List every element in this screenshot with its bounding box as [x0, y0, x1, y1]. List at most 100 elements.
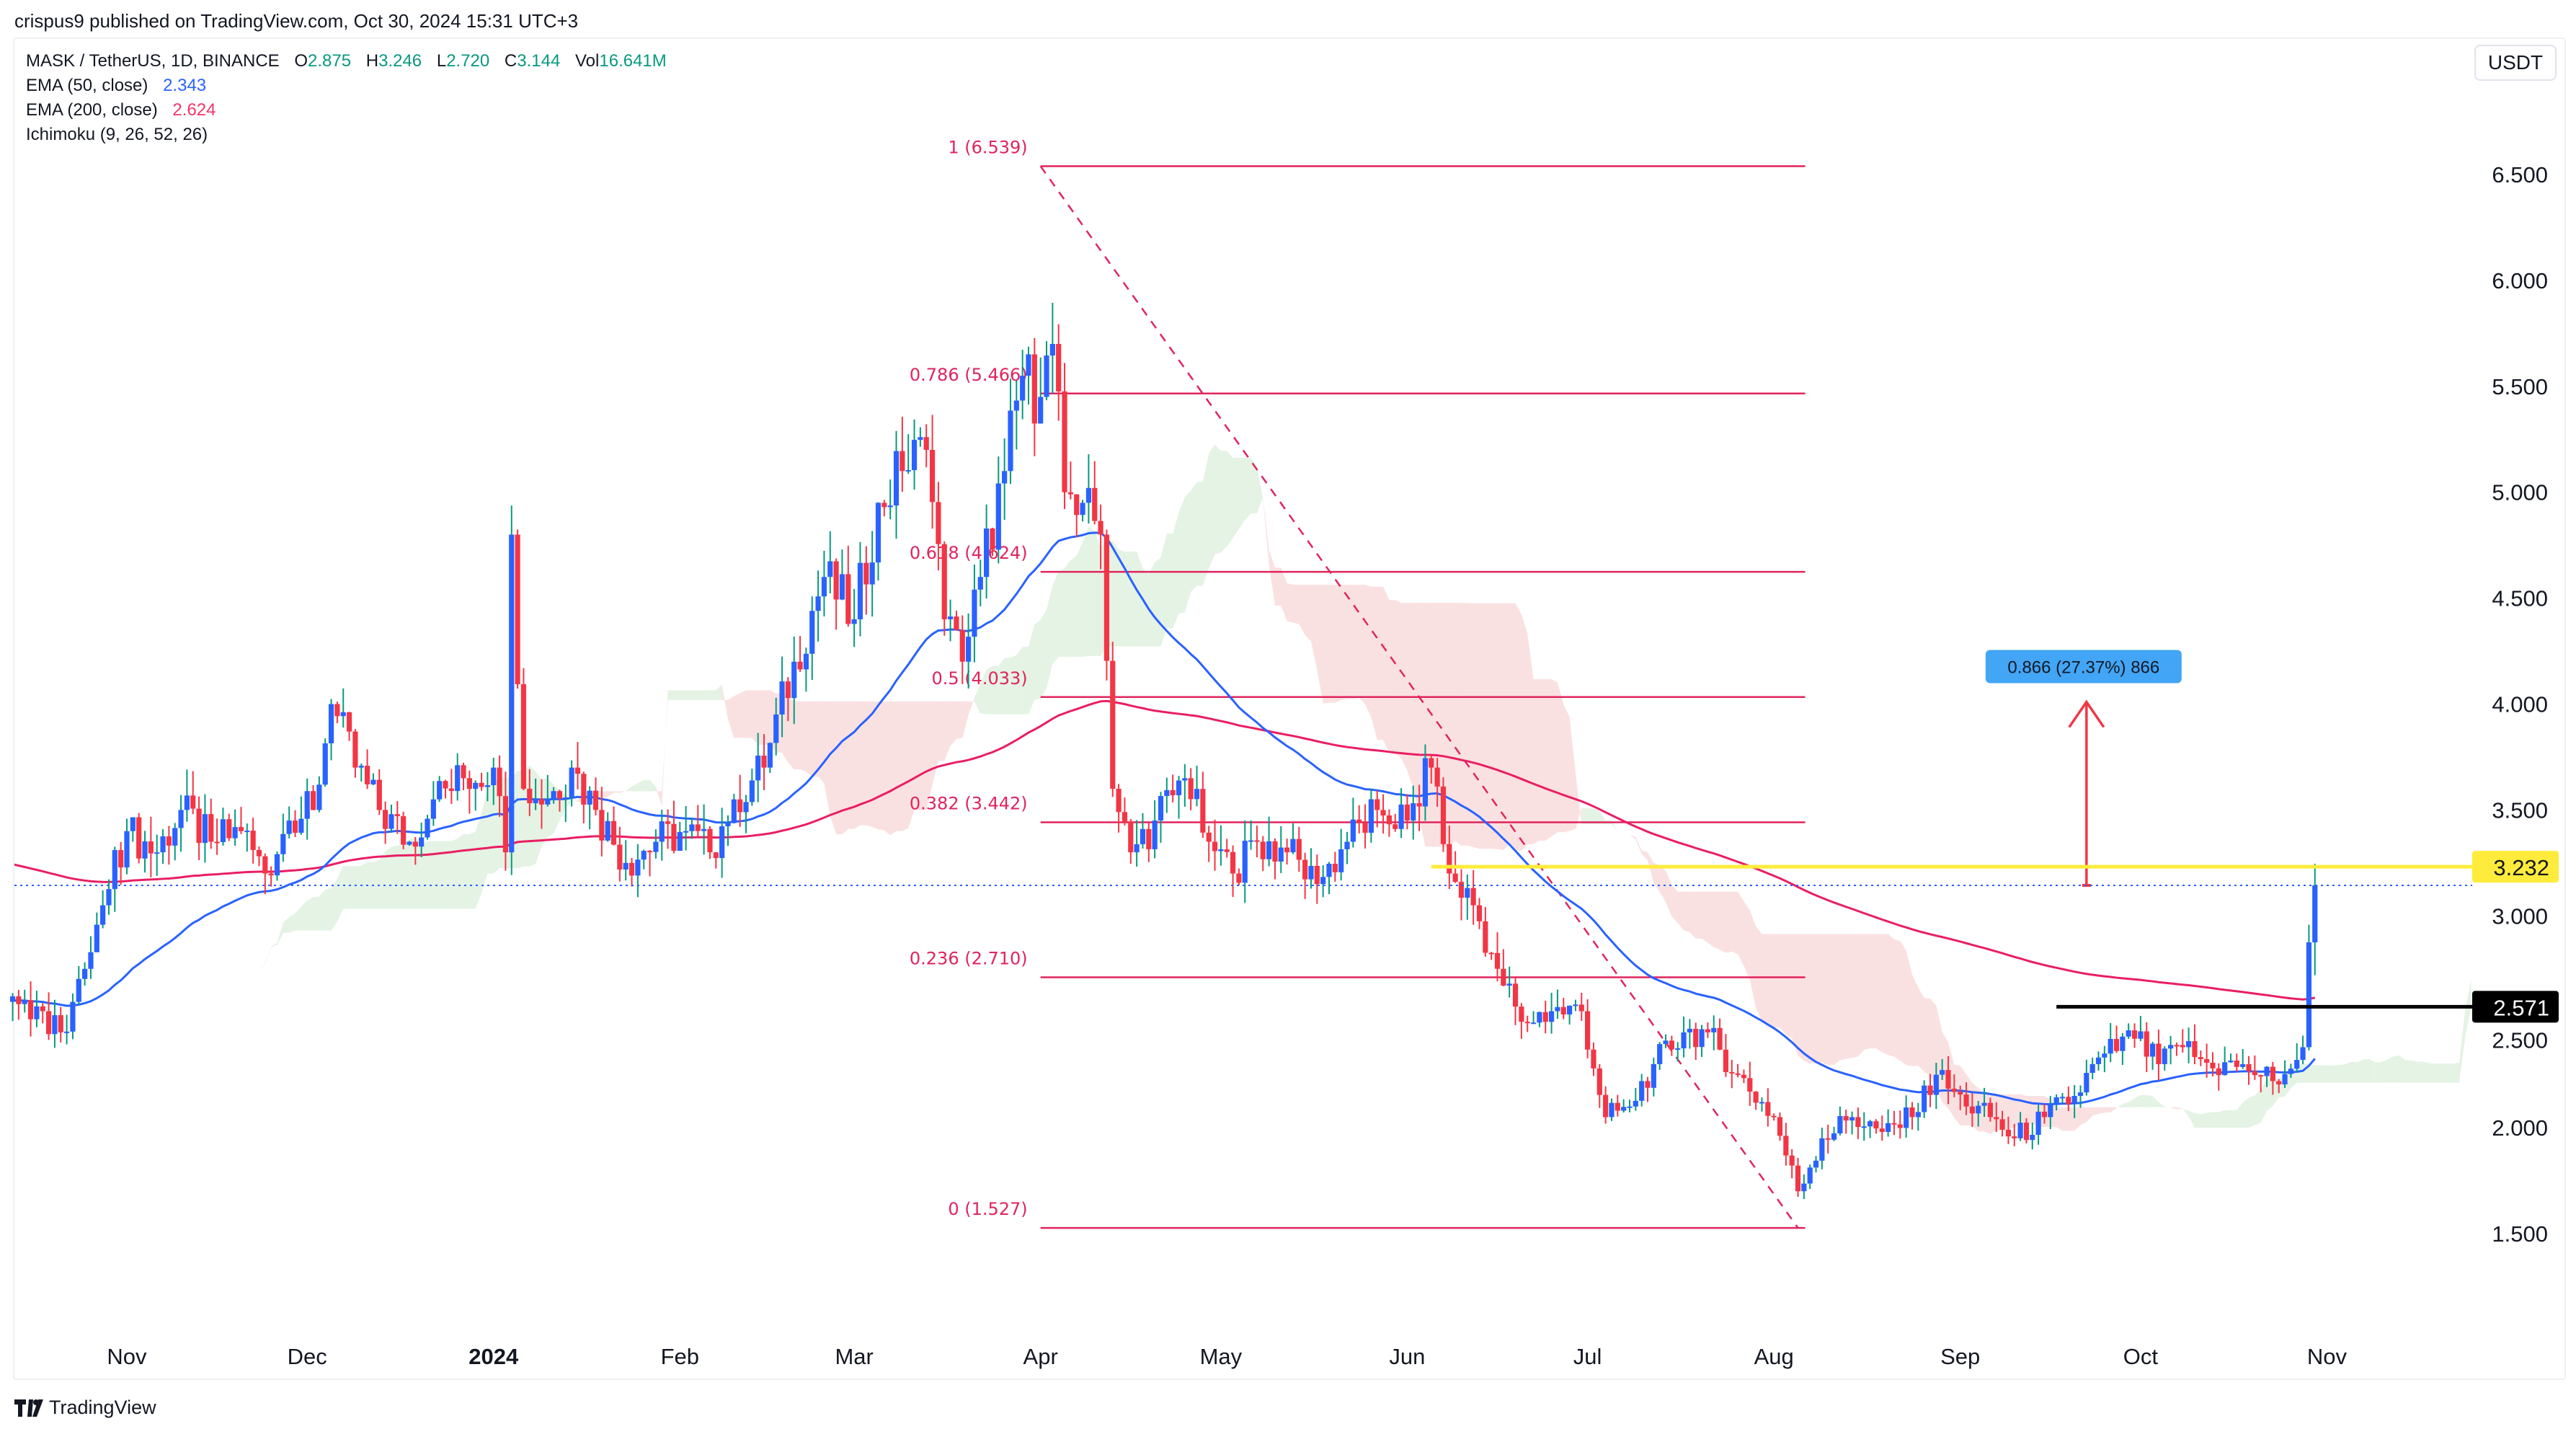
ichimoku-row[interactable]: Ichimoku (9, 26, 52, 26) [26, 123, 667, 147]
candle-up [328, 704, 334, 744]
candles [9, 303, 2318, 1200]
time-tick-label: Jul [1573, 1344, 1602, 1369]
symbol-name[interactable]: MASK / TetherUS, 1D, BINANCE [26, 51, 280, 71]
cloud-segment-bearish [2056, 1107, 2063, 1131]
candle-down [1476, 905, 1483, 921]
candle-up [1020, 376, 1026, 401]
cloud-segment-bearish [1467, 603, 1474, 847]
cloud-segment-bullish [1047, 585, 1053, 689]
cloud-segment-bearish [1924, 998, 1930, 1076]
candle-up [2162, 1048, 2167, 1064]
cloud-segment-bullish [685, 690, 692, 700]
candle-up [779, 681, 785, 714]
cloud-segment-bearish [950, 701, 956, 746]
cloud-segment-bullish [313, 896, 319, 931]
candle-up [947, 616, 954, 619]
candle-down [1578, 1004, 1584, 1012]
volume-label: Vol [575, 51, 600, 71]
candle-up [857, 562, 863, 619]
candle-up [1981, 1102, 1987, 1106]
cloud-segment-bearish [2104, 1107, 2111, 1113]
cloud-segment-bearish [2092, 1107, 2099, 1116]
candle-down [1994, 1117, 1999, 1120]
candle-down [2144, 1031, 2149, 1057]
cloud-segment-bullish [1256, 466, 1263, 514]
candle-down [1103, 534, 1110, 661]
cloud-segment-bullish [529, 765, 536, 867]
candle-down [1645, 1081, 1651, 1088]
candle-down [1386, 815, 1392, 825]
cloud-segment-bearish [890, 701, 897, 836]
candle-down [863, 562, 869, 585]
candle-down [1891, 1123, 1897, 1125]
cloud-segment-bearish [1870, 934, 1876, 1049]
candle-down [1519, 1007, 1524, 1022]
currency-button[interactable]: USDT [2474, 45, 2557, 81]
cloud-segment-bearish [1521, 614, 1528, 851]
cloud-segment-bullish [667, 690, 674, 700]
cloud-segment-bullish [2164, 1106, 2171, 1108]
candle-up [689, 824, 695, 831]
candle-up [533, 799, 538, 804]
candle-up [82, 968, 88, 979]
cloud-segment-bearish [1749, 910, 1756, 1008]
candle-down [1483, 921, 1488, 953]
cloud-segment-bullish [1148, 562, 1155, 647]
candle-down [352, 731, 358, 768]
cloud-segment-bullish [1214, 444, 1221, 554]
candle-down [610, 820, 617, 845]
cloud-segment-bullish [2314, 1065, 2322, 1083]
candle-up [2035, 1111, 2041, 1136]
price-tick-label: 6.000 [2492, 268, 2548, 293]
candle-down [1098, 521, 1103, 535]
cloud-segment-bearish [2098, 1107, 2105, 1115]
price-tick-label: 1.500 [2492, 1221, 2548, 1247]
cloud-segment-bullish [2339, 1064, 2345, 1083]
cloud-segment-bearish [788, 696, 794, 770]
candle-up [2126, 1030, 2131, 1037]
candle-up [2071, 1096, 2077, 1105]
tradingview-logo[interactable]: TradingView [14, 1397, 156, 1419]
fib-level-label: 0.5 (4.033) [931, 668, 1027, 689]
cloud-segment-bullish [241, 991, 247, 1005]
cloud-segment-bullish [1599, 811, 1606, 825]
ema200-row[interactable]: EMA (200, close) 2.624 [26, 98, 667, 123]
candle-down [292, 820, 298, 833]
chart-pane[interactable] [13, 37, 2566, 1380]
ema50-row[interactable]: EMA (50, close) 2.343 [26, 74, 667, 98]
candle-up [1242, 841, 1248, 883]
cloud-segment-bearish [1473, 603, 1480, 849]
cloud-segment-bearish [746, 690, 752, 738]
cloud-segment-bearish [1702, 891, 1708, 943]
cloud-segment-bearish [1900, 940, 1906, 1066]
candle-up [112, 850, 117, 890]
cloud-segment-bearish [1720, 891, 1726, 953]
candle-up [2149, 1043, 2156, 1057]
cloud-segment-bearish [2170, 1107, 2177, 1110]
low-label: L [436, 51, 447, 71]
close-value: 3.144 [517, 51, 561, 71]
price-axis: 6.500 6.000 5.500 5.000 4.500 4.000 3.500 3.000… [2492, 162, 2548, 1247]
candle-down [556, 791, 563, 799]
candle-up [244, 831, 250, 833]
candle-up [1530, 1022, 1537, 1025]
candle-up [172, 828, 178, 846]
candle-down [1765, 1102, 1771, 1116]
candle-down [1909, 1107, 1915, 1118]
candle-down [1200, 789, 1206, 833]
candle-down [647, 851, 653, 853]
price-label-box [2472, 991, 2559, 1023]
cloud-segment-bearish [1893, 939, 1901, 1061]
candle-up [791, 661, 797, 699]
cloud-segment-bearish [740, 690, 747, 738]
candle-up [1411, 803, 1416, 821]
cloud-segment-bullish [289, 913, 296, 933]
cloud-segment-bullish [1094, 531, 1101, 656]
candle-up [1940, 1070, 1945, 1075]
cloud-segment-bullish [1112, 540, 1119, 647]
cloud-segment-bearish [938, 701, 945, 761]
candle-down [617, 844, 623, 870]
candle-down [1116, 789, 1122, 813]
candle-up [1338, 849, 1344, 872]
